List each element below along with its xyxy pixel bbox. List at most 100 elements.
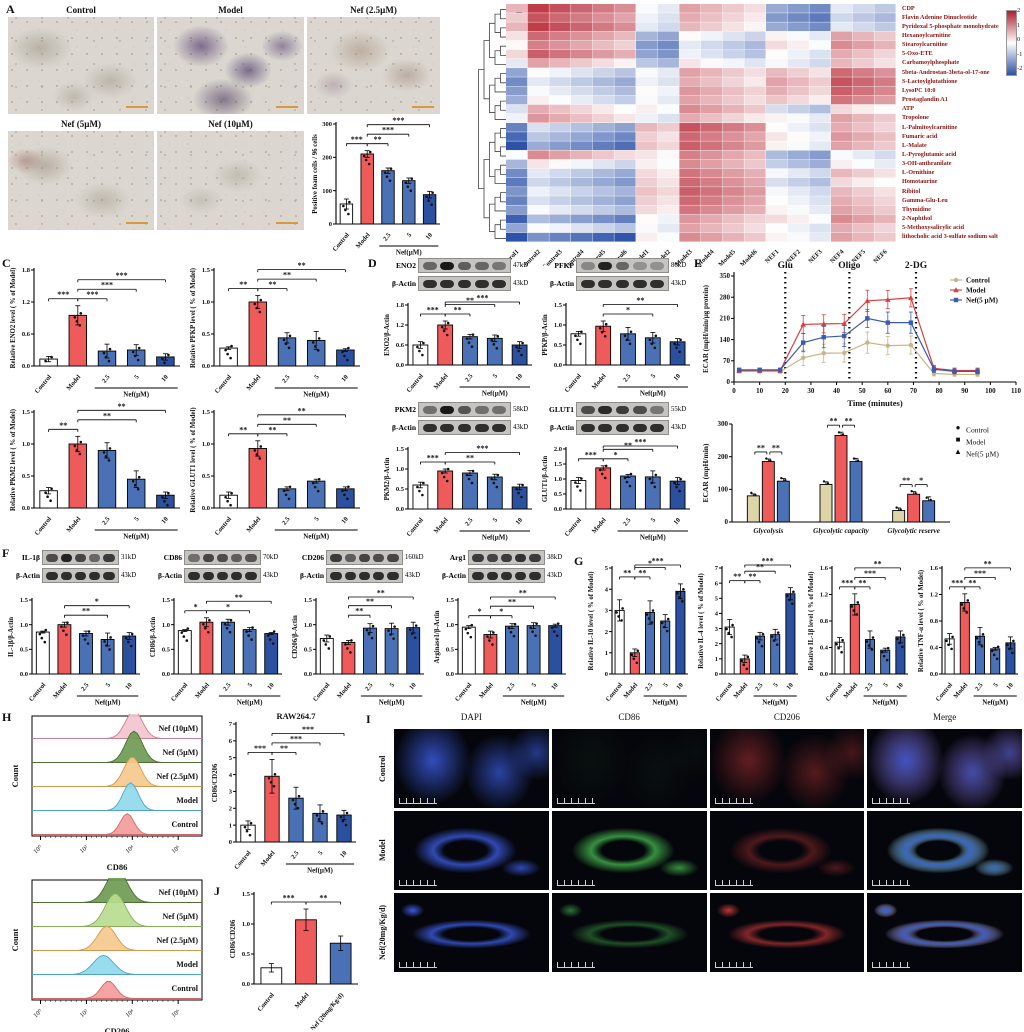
heatmap-cell bbox=[874, 68, 896, 77]
heatmap-cell bbox=[549, 132, 571, 141]
svg-text:ENO2/β-Actin: ENO2/β-Actin bbox=[384, 314, 391, 356]
heatmap-cell bbox=[549, 205, 571, 215]
svg-text:3: 3 bbox=[605, 608, 609, 615]
heatmap-cell bbox=[787, 113, 809, 123]
blot-protein-label: β-Actin bbox=[392, 279, 416, 288]
panel-e-ecar-line-chart: 0 70 140 210 280 350 0 10 20 30 40 50 60 70 80 90 100 110… bbox=[700, 258, 1022, 412]
heatmap-cell bbox=[549, 22, 571, 32]
svg-text:**: ** bbox=[355, 607, 363, 616]
heatmap-cell bbox=[679, 49, 701, 59]
heatmap-cell bbox=[636, 214, 658, 224]
if-tile-model-dapi bbox=[394, 811, 549, 890]
blot-band bbox=[422, 261, 437, 270]
heatmap-row-label: 5beta-Androstan-3beta-ol-17-one bbox=[902, 68, 990, 76]
blot-band bbox=[387, 571, 399, 580]
ridge-plot-svg: Count Nef (10µM) Nef (5µM) Nef (2.5µM) Model… bbox=[10, 710, 203, 872]
svg-text:***: *** bbox=[585, 450, 597, 459]
svg-text:5: 5 bbox=[992, 681, 1000, 689]
svg-text:300: 300 bbox=[718, 420, 729, 428]
heatmap-cell bbox=[744, 95, 766, 105]
blot-band bbox=[216, 571, 229, 580]
heatmap-cell bbox=[527, 141, 549, 151]
heatmap-cell bbox=[766, 187, 788, 196]
blot-protein-label: β-Actin bbox=[550, 279, 574, 288]
bar bbox=[199, 621, 214, 675]
svg-text:Arginase1/β-Actin: Arginase1/β-Actin bbox=[434, 610, 441, 663]
svg-text:CD206: CD206 bbox=[104, 1026, 129, 1032]
svg-text:0.5: 0.5 bbox=[20, 647, 29, 654]
heatmap-cell bbox=[592, 187, 614, 196]
heatmap-cell bbox=[679, 132, 701, 141]
blot-band bbox=[650, 279, 665, 288]
svg-text:Control: Control bbox=[34, 516, 54, 537]
micro-title-nef25: Nef (2.5µM) bbox=[350, 5, 397, 15]
heatmap-cell bbox=[592, 77, 614, 86]
svg-text:10: 10 bbox=[339, 849, 349, 859]
heatmap-cell bbox=[744, 86, 766, 96]
bar bbox=[959, 602, 970, 675]
heatmap-cell bbox=[549, 104, 571, 114]
blot-lane-strip bbox=[468, 568, 545, 583]
heatmap-cell bbox=[549, 168, 571, 178]
heatmap-cell bbox=[874, 196, 896, 205]
blot-kd-label: 38kD bbox=[547, 554, 563, 561]
colorbar-tick: 2 bbox=[1017, 7, 1021, 14]
svg-text:**: ** bbox=[636, 296, 644, 305]
heatmap-cell bbox=[571, 22, 593, 32]
svg-text:Control: Control bbox=[170, 682, 190, 703]
svg-text:**: ** bbox=[466, 454, 474, 463]
svg-text:RAW264.7: RAW264.7 bbox=[277, 711, 317, 721]
heatmap-cell bbox=[722, 40, 744, 50]
svg-text:4: 4 bbox=[229, 772, 233, 779]
heatmap-cell bbox=[831, 95, 853, 105]
panel-f-il1b-block: IL-1β 31kD β-Actin 43kD 0.0 0.5 1.0 1.5 IL-1β/β… bbox=[4, 550, 144, 712]
svg-text:10⁴: 10⁴ bbox=[124, 1008, 136, 1019]
panel-f-cd86-block: CD86 70kD β-Actin 43kD 0.0 0.5 1.0 1.5 CD86/β-A… bbox=[146, 550, 286, 712]
heatmap-cell bbox=[766, 205, 788, 215]
heatmap-cell bbox=[722, 4, 744, 13]
svg-text:5: 5 bbox=[715, 595, 719, 602]
scale-bar bbox=[126, 222, 148, 224]
heatmap-cell bbox=[874, 49, 896, 59]
bar-chart-svg: 0.0 0.5 1.0 1.5 PKM2/β-Actin Control Model 2.5 5… bbox=[384, 444, 532, 542]
heatmap-cell bbox=[592, 141, 614, 151]
bar-chart-svg: 0.0 0.5 1.0 1.5 IL-1β/β-Actin Control Model 2.5… bbox=[8, 597, 140, 707]
blot-band bbox=[650, 405, 665, 414]
heatmap-cell bbox=[592, 177, 614, 187]
svg-text:5: 5 bbox=[531, 681, 539, 689]
blot-band bbox=[632, 423, 647, 432]
svg-text:0: 0 bbox=[605, 671, 608, 678]
svg-text:20: 20 bbox=[782, 387, 790, 395]
blot-band bbox=[580, 279, 595, 288]
svg-text:Model: Model bbox=[336, 682, 353, 700]
svg-text:Model: Model bbox=[842, 682, 859, 700]
scale-bar bbox=[126, 106, 148, 108]
heatmap-cell bbox=[852, 123, 874, 132]
heatmap-cell bbox=[506, 95, 528, 105]
heatmap-cell bbox=[744, 214, 766, 224]
heatmap-cell bbox=[809, 22, 831, 32]
svg-text:5: 5 bbox=[492, 516, 500, 524]
blot-protein-label: GLUT1 bbox=[548, 405, 574, 414]
svg-text:*: * bbox=[226, 602, 230, 611]
svg-text:Nef(µM): Nef(µM) bbox=[237, 699, 263, 707]
svg-text:1.0: 1.0 bbox=[20, 622, 28, 629]
svg-text:***: *** bbox=[254, 744, 266, 753]
heatmap-cell bbox=[744, 40, 766, 50]
svg-text:Relative PKM2 level ( % of Mod: Relative PKM2 level ( % of Model) bbox=[10, 409, 17, 511]
blot-band bbox=[632, 405, 647, 414]
svg-text:4: 4 bbox=[605, 586, 609, 593]
heatmap-cell bbox=[874, 113, 896, 123]
heatmap-cell bbox=[809, 77, 831, 86]
heatmap-cell bbox=[766, 132, 788, 141]
svg-text:Model: Model bbox=[194, 682, 211, 700]
svg-text:**: ** bbox=[239, 280, 247, 289]
svg-text:2.5: 2.5 bbox=[974, 681, 985, 692]
heatmap-cell bbox=[592, 123, 614, 132]
svg-text:**: ** bbox=[82, 607, 90, 616]
svg-text:Nef (10µM): Nef (10µM) bbox=[159, 888, 199, 897]
heatmap-cell bbox=[549, 141, 571, 151]
blot-band bbox=[422, 423, 437, 432]
blot-band bbox=[486, 571, 498, 580]
svg-text:0.5: 0.5 bbox=[202, 473, 211, 480]
